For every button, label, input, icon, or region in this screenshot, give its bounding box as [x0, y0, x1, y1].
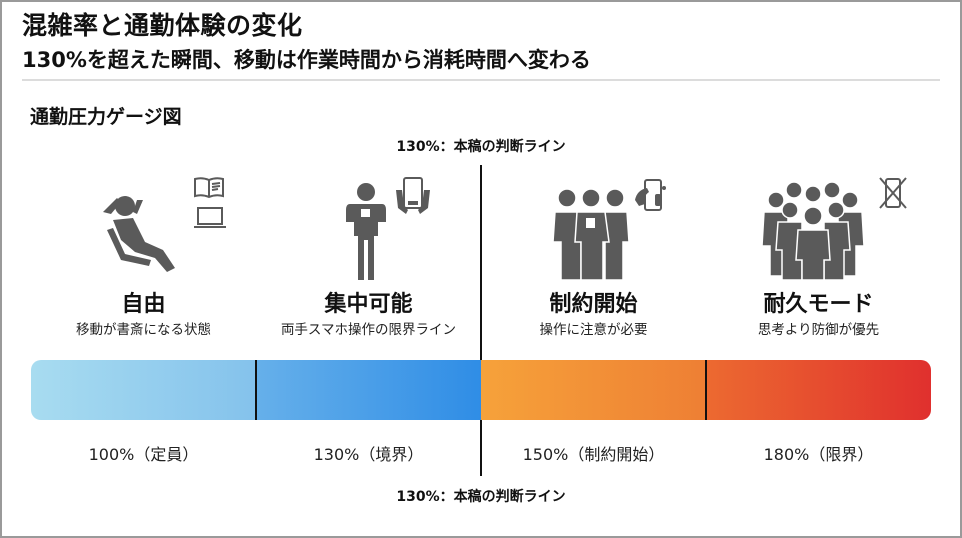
stage-endurance-icons	[706, 168, 931, 280]
stage-focus-icons	[256, 168, 481, 280]
two-hands-phone-icon	[396, 177, 430, 214]
judgment-line-label-top: 130%：本稿の判断ライン	[396, 139, 566, 155]
page-title: 混雑率と通勤体験の変化	[22, 11, 303, 40]
stage-title: 耐久モード	[763, 292, 874, 317]
stage-title: 自由	[121, 292, 166, 317]
gauge-segment-focus	[256, 360, 481, 420]
stage-title: 集中可能	[324, 292, 413, 317]
gauge-divider	[705, 360, 707, 420]
gauge-segment-free	[31, 360, 256, 420]
three-people-icon	[552, 188, 630, 280]
one-hand-phone-icon	[635, 179, 666, 211]
laptop-icon	[194, 207, 226, 228]
reclining-person-icon	[103, 196, 175, 272]
gauge-tick-label: 150%（制約開始）	[522, 445, 665, 464]
section-label: 通勤圧力ゲージ図	[30, 106, 182, 128]
page-subtitle: 130%を超えた瞬間、移動は作業時間から消耗時間へ変わる	[22, 48, 591, 72]
standing-person-phone-icon	[346, 183, 386, 280]
gauge-tick-label: 180%（限界）	[763, 445, 874, 464]
header-divider	[22, 79, 940, 81]
stage-title: 制約開始	[549, 292, 638, 317]
crowd-icon	[761, 181, 865, 280]
stage-description: 移動が書斎になる状態	[76, 322, 211, 338]
stage-description: 思考より防御が優先	[757, 322, 880, 338]
gauge-divider	[255, 360, 257, 420]
stage-endurance: 耐久モード 思考より防御が優先	[706, 168, 931, 348]
gauge-segment-endurance	[706, 360, 931, 420]
gauge-tick-label: 100%（定員）	[88, 445, 199, 464]
no-phone-icon	[879, 177, 907, 209]
judgment-line-label-bottom: 130%：本稿の判断ライン	[396, 489, 566, 505]
stage-description: 操作に注意が必要	[539, 322, 648, 338]
stage-constraint-icons	[481, 168, 706, 280]
gauge-segment-constraint	[481, 360, 706, 420]
stage-constraint: 制約開始 操作に注意が必要	[481, 168, 706, 348]
stage-description: 両手スマホ操作の限界ライン	[280, 322, 457, 338]
open-book-icon	[194, 177, 224, 199]
stage-focus: 集中可能 両手スマホ操作の限界ライン	[256, 168, 481, 348]
judgment-line	[480, 165, 482, 476]
stage-free-icons	[31, 168, 256, 280]
pressure-gauge-bar	[31, 360, 931, 420]
stage-free: 自由 移動が書斎になる状態	[31, 168, 256, 348]
gauge-tick-label: 130%（境界）	[313, 445, 424, 464]
